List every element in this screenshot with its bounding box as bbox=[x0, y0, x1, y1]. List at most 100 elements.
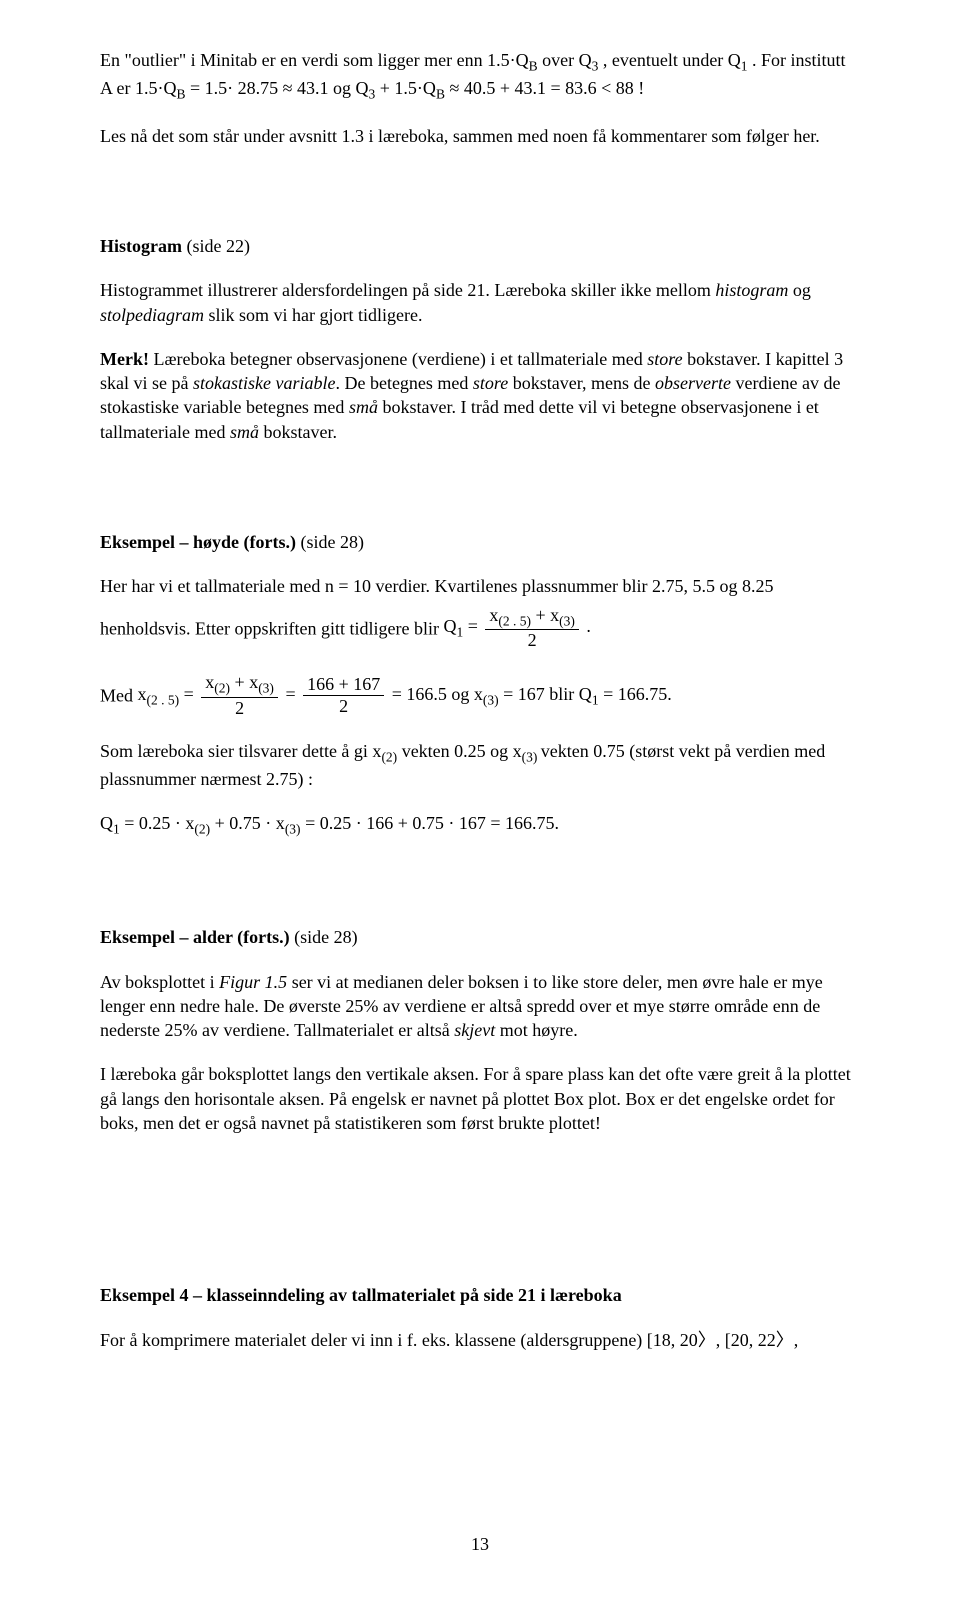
sub: (2) bbox=[194, 822, 210, 837]
text: bokstaver. bbox=[259, 422, 337, 442]
sub: (3) bbox=[483, 692, 499, 707]
text: = 1.5· 28.75 ≈ 43.1 og Q bbox=[190, 78, 369, 98]
var: x bbox=[489, 605, 498, 625]
text-italic: små bbox=[349, 397, 378, 417]
text: + 1.5·Q bbox=[380, 78, 436, 98]
sub: B bbox=[436, 86, 445, 101]
paragraph-q1-calc: Q1 = 0.25 · x(2) + 0.75 · x(3) = 0.25 · … bbox=[100, 811, 860, 839]
text: = 166.75. bbox=[599, 684, 672, 704]
text: Læreboka betegner observasjonene (verdie… bbox=[149, 349, 647, 369]
heading-eksempel-alder: Eksempel – alder (forts.) (side 28) bbox=[100, 925, 860, 949]
paragraph: Som læreboka sier tilsvarer dette å gi x… bbox=[100, 739, 860, 791]
sub: (2 . 5) bbox=[498, 613, 531, 628]
sub: (3) bbox=[522, 750, 541, 765]
text: Som læreboka sier tilsvarer dette å gi x bbox=[100, 741, 381, 761]
heading-histogram: Histogram (side 22) bbox=[100, 234, 860, 258]
sub: (3) bbox=[285, 822, 301, 837]
den: 2 bbox=[485, 630, 579, 652]
merk-label: Merk! bbox=[100, 349, 149, 369]
text-italic: stokastiske variable bbox=[193, 373, 335, 393]
sub: (3) bbox=[258, 681, 274, 696]
text: = 166.5 bbox=[392, 684, 447, 704]
fraction: 166 + 167 2 bbox=[303, 674, 384, 718]
eq: = bbox=[468, 616, 483, 636]
text-italic: Figur 1.5 bbox=[219, 972, 287, 992]
eq: = bbox=[184, 684, 199, 704]
text: vekten 0.25 og x bbox=[397, 741, 521, 761]
fraction: x(2) + x(3) 2 bbox=[201, 672, 278, 719]
text: og bbox=[788, 280, 811, 300]
heading-eksempel-hoyde: Eksempel – høyde (forts.) (side 28) bbox=[100, 530, 860, 554]
sub: B bbox=[176, 86, 185, 101]
paragraph: For å komprimere materialet deler vi inn… bbox=[100, 1328, 860, 1352]
sub: B bbox=[529, 59, 538, 74]
eq: = bbox=[285, 684, 300, 704]
text-italic: histogram bbox=[715, 280, 788, 300]
sub: (2 . 5) bbox=[147, 692, 180, 707]
num: 166 + 167 bbox=[303, 674, 384, 697]
text: og x bbox=[451, 684, 483, 704]
var: x bbox=[138, 684, 147, 704]
sub: (2) bbox=[381, 750, 397, 765]
text: slik som vi har gjort tidligere. bbox=[204, 305, 422, 325]
heading-text: Eksempel 4 – klasseinndeling av tallmate… bbox=[100, 1285, 622, 1305]
text: = 167 blir Q bbox=[499, 684, 592, 704]
heading-text: Eksempel – høyde (forts.) bbox=[100, 532, 296, 552]
var: Q bbox=[443, 616, 456, 636]
heading-eksempel4: Eksempel 4 – klasseinndeling av tallmate… bbox=[100, 1283, 860, 1307]
text: , eventuelt under Q bbox=[603, 50, 741, 70]
text: + 0.75 · x bbox=[210, 813, 285, 833]
sub: 1 bbox=[113, 822, 120, 837]
var: x bbox=[249, 672, 258, 692]
plus: + bbox=[230, 672, 249, 692]
sub: 1 bbox=[456, 625, 463, 640]
var: x bbox=[205, 672, 214, 692]
page-number: 13 bbox=[100, 1532, 860, 1556]
text: mot høyre. bbox=[495, 1020, 578, 1040]
var: Q bbox=[100, 813, 113, 833]
paragraph: Her har vi et tallmateriale med n = 10 v… bbox=[100, 574, 860, 598]
sub: (2) bbox=[214, 681, 230, 696]
text: Av boksplottet i bbox=[100, 972, 219, 992]
formula-q1: henholdsvis. Etter oppskriften gitt tidl… bbox=[100, 605, 860, 652]
fraction: x(2 . 5) + x(3) 2 bbox=[485, 605, 579, 652]
paragraph-outlier: En "outlier" i Minitab er en verdi som l… bbox=[100, 48, 860, 104]
text-italic: store bbox=[473, 373, 508, 393]
paragraph-merk: Merk! Læreboka betegner observasjonene (… bbox=[100, 347, 860, 444]
text: = 0.25 · x bbox=[120, 813, 195, 833]
text: bokstaver, mens de bbox=[508, 373, 655, 393]
text: henholdsvis. Etter oppskriften gitt tidl… bbox=[100, 618, 443, 638]
den: 2 bbox=[303, 696, 384, 718]
dot: . bbox=[586, 616, 591, 636]
text: Histogrammet illustrerer aldersfordeling… bbox=[100, 280, 715, 300]
text: over Q bbox=[542, 50, 591, 70]
text-italic: observerte bbox=[655, 373, 731, 393]
text-italic: store bbox=[647, 349, 682, 369]
heading-suffix: (side 28) bbox=[290, 927, 358, 947]
text: . De betegnes med bbox=[335, 373, 472, 393]
paragraph: Histogrammet illustrerer aldersfordeling… bbox=[100, 278, 860, 327]
sub: 3 bbox=[369, 86, 376, 101]
sub: 3 bbox=[592, 59, 599, 74]
text-italic: stolpediagram bbox=[100, 305, 204, 325]
text: ≈ 40.5 + 43.1 = 83.6 < 88 ! bbox=[449, 78, 644, 98]
sub: 1 bbox=[741, 59, 748, 74]
den: 2 bbox=[201, 698, 278, 720]
heading-text: Eksempel – alder (forts.) bbox=[100, 927, 290, 947]
formula-x25: Med x(2 . 5) = x(2) + x(3) 2 = 166 + 167… bbox=[100, 672, 860, 719]
heading-suffix: (side 22) bbox=[182, 236, 250, 256]
paragraph: Les nå det som står under avsnitt 1.3 i … bbox=[100, 124, 860, 148]
paragraph: I læreboka går boksplottet langs den ver… bbox=[100, 1062, 860, 1135]
text: Med bbox=[100, 686, 138, 706]
heading-suffix: (side 28) bbox=[296, 532, 364, 552]
text-italic: små bbox=[230, 422, 259, 442]
text: En "outlier" i Minitab er en verdi som l… bbox=[100, 50, 529, 70]
paragraph: Av boksplottet i Figur 1.5 ser vi at med… bbox=[100, 970, 860, 1043]
text-italic: skjevt bbox=[454, 1020, 495, 1040]
heading-text: Histogram bbox=[100, 236, 182, 256]
text: = 0.25 · 166 + 0.75 · 167 = 166.75. bbox=[301, 813, 559, 833]
sub: 1 bbox=[592, 692, 599, 707]
sub: (3) bbox=[559, 613, 575, 628]
var: x bbox=[550, 605, 559, 625]
plus: + bbox=[531, 605, 550, 625]
